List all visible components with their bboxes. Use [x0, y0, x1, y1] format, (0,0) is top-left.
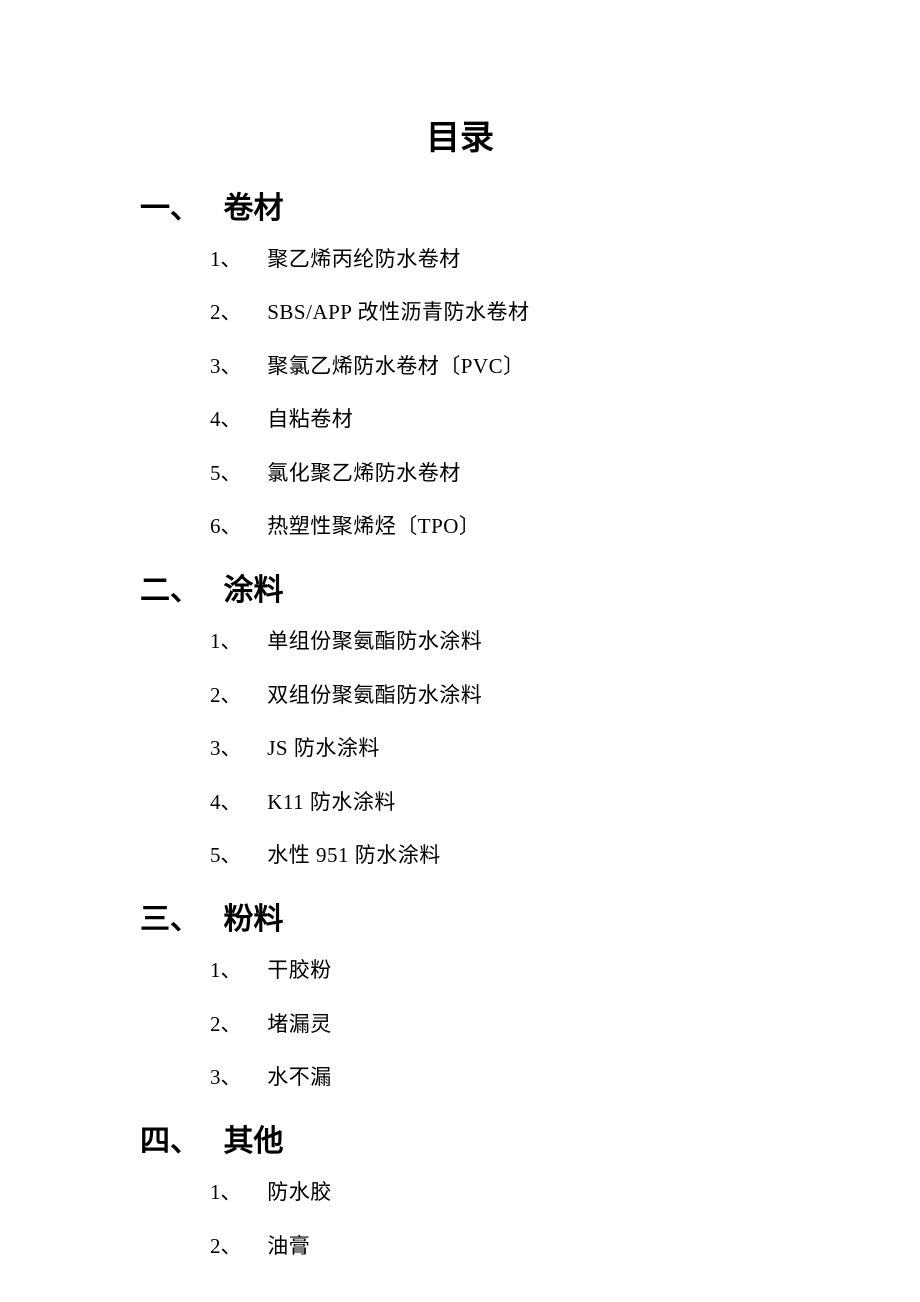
- section-header: 一、 卷材: [140, 183, 820, 227]
- item-list: 1、 干胶粉 2、 堵漏灵 3、 水不漏: [140, 956, 820, 1092]
- item-text: 水性 951 防水涂料: [267, 843, 441, 867]
- item-text: 单组份聚氨酯防水涂料: [267, 629, 482, 653]
- item-list: 1、 聚乙烯丙纶防水卷材 2、 SBS/APP 改性沥青防水卷材 3、 聚氯乙烯…: [140, 245, 820, 541]
- list-item: 1、 单组份聚氨酯防水涂料: [210, 627, 820, 656]
- section-title: 其他: [224, 1125, 284, 1158]
- list-item: 1、 聚乙烯丙纶防水卷材: [210, 245, 820, 274]
- item-number: 5、: [210, 459, 262, 488]
- section-title: 粉料: [224, 903, 284, 936]
- item-number: 6、: [210, 512, 262, 541]
- section-1: 一、 卷材 1、 聚乙烯丙纶防水卷材 2、 SBS/APP 改性沥青防水卷材 3…: [140, 183, 820, 541]
- item-text: 聚氯乙烯防水卷材〔PVC〕: [267, 354, 524, 378]
- section-4: 四、 其他 1、 防水胶 2、 油膏: [140, 1116, 820, 1261]
- list-item: 4、 自粘卷材: [210, 405, 820, 434]
- item-number: 2、: [210, 1010, 262, 1039]
- item-text: 水不漏: [267, 1065, 332, 1089]
- item-number: 1、: [210, 1178, 262, 1207]
- list-item: 3、 聚氯乙烯防水卷材〔PVC〕: [210, 352, 820, 381]
- item-number: 1、: [210, 956, 262, 985]
- section-number: 四、: [140, 1116, 216, 1160]
- item-text: JS 防水涂料: [267, 736, 380, 760]
- item-number: 2、: [210, 1232, 262, 1261]
- item-list: 1、 防水胶 2、 油膏: [140, 1178, 820, 1261]
- item-text: 油膏: [267, 1234, 310, 1258]
- list-item: 2、 油膏: [210, 1232, 820, 1261]
- list-item: 6、 热塑性聚烯烃〔TPO〕: [210, 512, 820, 541]
- item-text: K11 防水涂料: [267, 790, 396, 814]
- section-header: 三、 粉料: [140, 894, 820, 938]
- item-text: 双组份聚氨酯防水涂料: [267, 683, 482, 707]
- item-text: 热塑性聚烯烃〔TPO〕: [267, 514, 480, 538]
- item-number: 5、: [210, 841, 262, 870]
- section-number: 二、: [140, 565, 216, 609]
- section-header: 二、 涂料: [140, 565, 820, 609]
- item-number: 1、: [210, 245, 262, 274]
- page-title: 目录: [140, 110, 780, 159]
- list-item: 5、 氯化聚乙烯防水卷材: [210, 459, 820, 488]
- item-text: 聚乙烯丙纶防水卷材: [267, 247, 461, 271]
- item-text: 干胶粉: [267, 958, 332, 982]
- item-number: 4、: [210, 405, 262, 434]
- list-item: 1、 防水胶: [210, 1178, 820, 1207]
- item-text: SBS/APP 改性沥青防水卷材: [267, 300, 529, 324]
- list-item: 1、 干胶粉: [210, 956, 820, 985]
- item-number: 2、: [210, 681, 262, 710]
- item-number: 2、: [210, 298, 262, 327]
- item-number: 3、: [210, 1063, 262, 1092]
- list-item: 2、 双组份聚氨酯防水涂料: [210, 681, 820, 710]
- item-number: 3、: [210, 352, 262, 381]
- section-3: 三、 粉料 1、 干胶粉 2、 堵漏灵 3、 水不漏: [140, 894, 820, 1092]
- list-item: 3、 水不漏: [210, 1063, 820, 1092]
- list-item: 3、 JS 防水涂料: [210, 734, 820, 763]
- list-item: 4、 K11 防水涂料: [210, 788, 820, 817]
- item-list: 1、 单组份聚氨酯防水涂料 2、 双组份聚氨酯防水涂料 3、 JS 防水涂料 4…: [140, 627, 820, 870]
- item-number: 1、: [210, 627, 262, 656]
- section-number: 一、: [140, 183, 216, 227]
- section-header: 四、 其他: [140, 1116, 820, 1160]
- list-item: 2、 堵漏灵: [210, 1010, 820, 1039]
- section-title: 卷材: [224, 192, 284, 225]
- item-text: 自粘卷材: [267, 407, 353, 431]
- item-text: 防水胶: [267, 1180, 332, 1204]
- section-title: 涂料: [224, 574, 284, 607]
- list-item: 5、 水性 951 防水涂料: [210, 841, 820, 870]
- section-2: 二、 涂料 1、 单组份聚氨酯防水涂料 2、 双组份聚氨酯防水涂料 3、 JS …: [140, 565, 820, 870]
- item-number: 3、: [210, 734, 262, 763]
- item-number: 4、: [210, 788, 262, 817]
- item-text: 堵漏灵: [267, 1012, 332, 1036]
- item-text: 氯化聚乙烯防水卷材: [267, 461, 461, 485]
- list-item: 2、 SBS/APP 改性沥青防水卷材: [210, 298, 820, 327]
- section-number: 三、: [140, 894, 216, 938]
